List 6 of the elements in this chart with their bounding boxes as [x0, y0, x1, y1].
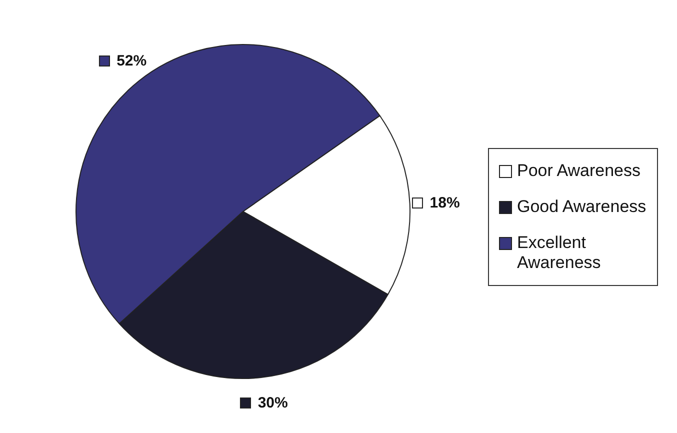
- data-label: 52%: [116, 52, 147, 70]
- legend-label: Excellent Awareness: [517, 232, 602, 272]
- legend-label: Good Awareness: [517, 196, 646, 216]
- legend-label: Poor Awareness: [517, 160, 640, 180]
- data-label: 30%: [258, 394, 288, 412]
- data-label: 18%: [430, 194, 460, 212]
